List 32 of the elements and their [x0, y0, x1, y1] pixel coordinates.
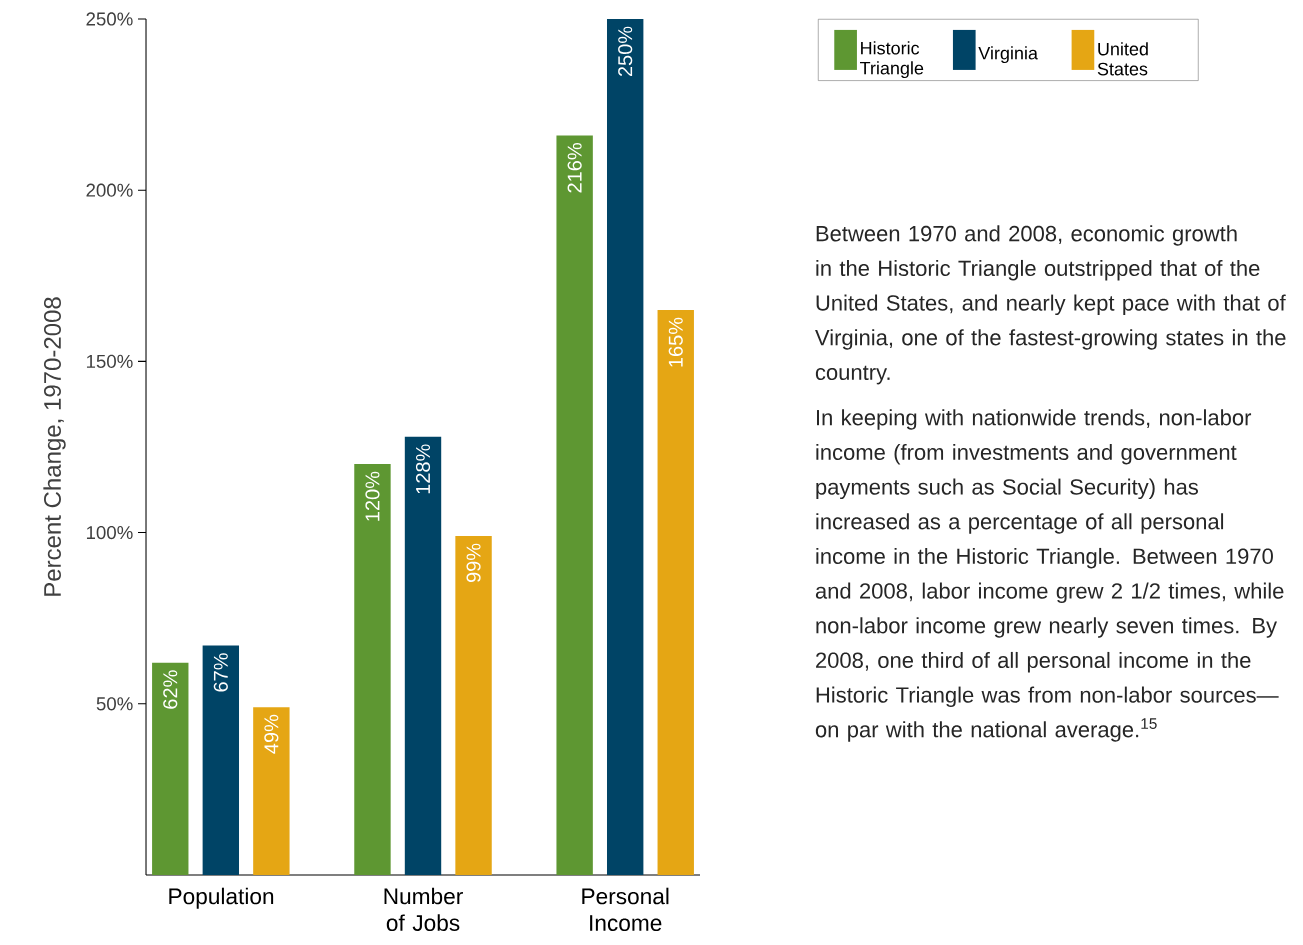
data-label: 49%	[264, 714, 279, 754]
x-tick-label: Number of Jobs	[384, 887, 463, 932]
legend-label: United States	[1097, 42, 1148, 76]
data-label: 165%	[668, 317, 683, 367]
bar	[607, 18, 644, 875]
y-tick-label: 250%	[86, 12, 133, 26]
x-tick-label: Population	[169, 887, 274, 909]
bar	[404, 436, 442, 875]
bar	[253, 707, 290, 875]
x-tick-label: Personal Income	[582, 887, 669, 932]
bar	[657, 310, 694, 875]
text: Between 1970 and 2008, economic growth in the Historic Triangle outstripped that of the United States, and nearly kept pace with that of Virginia, one of the fastest-growing states in the country.	[815, 225, 1286, 385]
legend-label: Historic Triangle	[860, 41, 924, 79]
y-tick-label: 100%	[86, 525, 133, 540]
y-tick-label: 200%	[86, 183, 133, 197]
data-label: 250%	[618, 26, 633, 77]
text: In keeping with nationwide trends, non-labor income (from investments and government payments such as Social Security) has increased as a percentage of all personal income in the Historic Triangle. Between 1970 and 2008, labor income grew 2 1/2 times, while non-labor income grew nearly seven times. By 2008, one third of all personal income in the Historic Triangle was from non-labor sources—on par with the national average.$^{15}$	[815, 409, 1284, 742]
data-label: 62%	[163, 670, 178, 709]
data-label: 128%	[415, 444, 431, 494]
data-label: 99%	[466, 543, 481, 583]
legend-label: Virginia	[978, 46, 1038, 64]
y-tick-label: 50%	[96, 697, 133, 711]
data-label: 120%	[365, 471, 380, 521]
bar	[556, 135, 593, 875]
data-label: 67%	[213, 653, 228, 692]
y-tick-label: 150%	[86, 354, 133, 368]
bar	[455, 536, 492, 875]
bar	[152, 662, 189, 875]
bar	[202, 645, 240, 875]
data-label: 216%	[567, 143, 582, 193]
bar	[354, 464, 391, 875]
y-axis-title: Percent Change, 1970-2008	[43, 297, 66, 596]
